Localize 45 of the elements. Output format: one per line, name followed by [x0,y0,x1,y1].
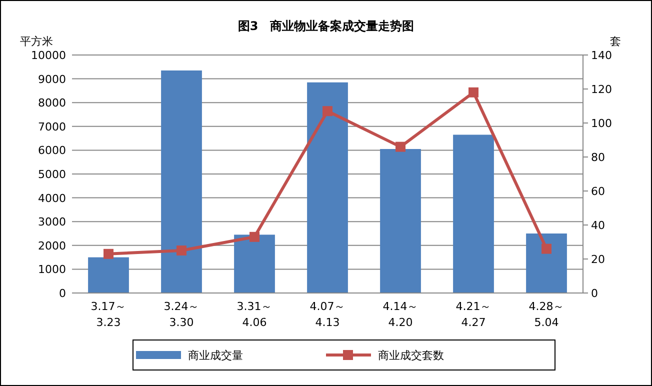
y-tick-label: 4000 [38,192,66,205]
bar [526,234,567,293]
y-tick-label: 9000 [38,72,66,86]
bar [380,149,421,293]
y-tick-label: 7000 [38,120,66,134]
y-tick-label: 6000 [38,144,66,158]
point [104,248,114,259]
point [250,232,260,242]
x-tick-label: 4.07～ 4.13 [310,300,346,329]
y2-tick-label: 40 [591,219,605,232]
chart-title: 图3 商业物业备案成交量走势图 [238,19,414,33]
y-tick-label: 2000 [38,239,66,252]
y-tick-label: 1000 [38,263,66,276]
x-tick-label: 4.21～ 4.27 [456,300,492,329]
y2-tick-label: 100 [591,117,612,130]
y-axis-title: 平方米 [20,35,53,48]
x-tick-label: 4.28～ 5.04 [528,300,564,329]
bar [307,82,348,293]
legend-label: 商业成交套数 [378,349,444,362]
y2-tick-label: 20 [591,253,605,266]
x-tick-label: 4.14～ 4.20 [382,300,418,329]
legend-label: 商业成交量 [188,349,243,362]
y2-tick-label: 120 [591,83,612,96]
x-tick-label: 3.17～ 3.23 [90,300,126,329]
y2-axis-title: 套 [610,35,621,48]
point [468,87,478,98]
point [396,142,406,152]
y2-tick-label: 0 [591,287,598,300]
point [176,246,186,256]
point [322,106,332,116]
y-tick-label: 3000 [38,216,66,229]
x-tick-label: 3.24～ 3.30 [164,300,200,329]
y2-tick-label: 60 [591,185,605,198]
point [542,244,552,254]
bar [453,134,494,293]
y-tick-label: 5000 [38,168,66,181]
y2-tick-label: 80 [591,151,605,164]
y-tick-label: 10000 [31,49,66,62]
y-tick-label: 8000 [38,96,66,110]
y-tick-label: 0 [59,287,66,300]
bar [234,234,275,293]
bar [161,70,202,293]
bar [88,257,129,293]
y2-tick-label: 140 [591,49,612,62]
x-tick-label: 3.31～ 4.06 [236,300,272,329]
